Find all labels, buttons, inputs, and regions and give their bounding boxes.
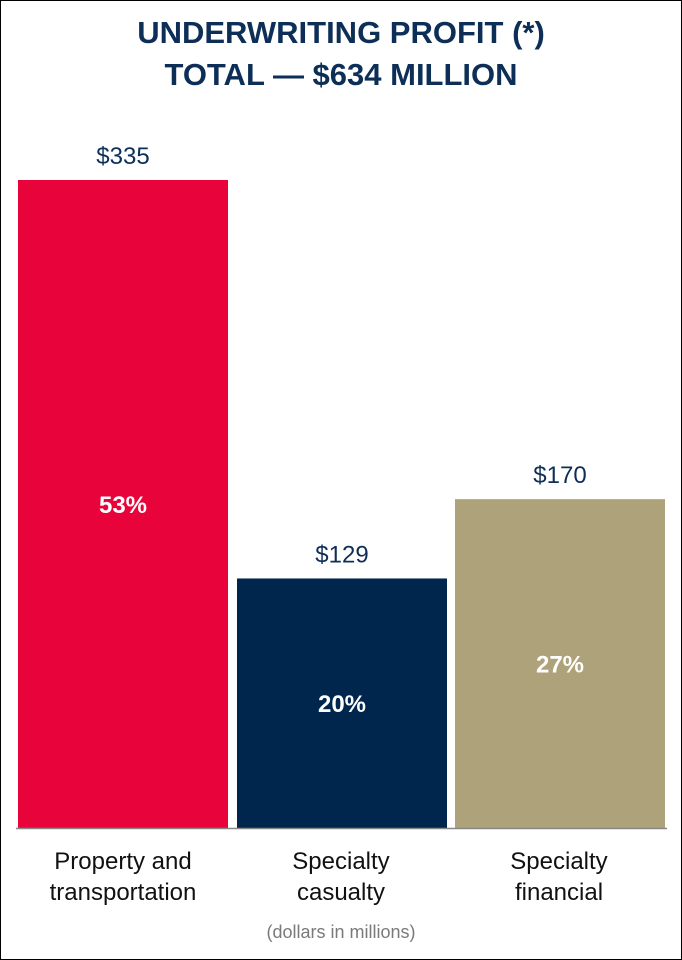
share-label-specialty-casualty: 20% bbox=[318, 691, 366, 718]
value-label-specialty-casualty: $129 bbox=[315, 541, 368, 568]
bar-specialty-financial bbox=[455, 499, 665, 828]
category-label-property-transportation: Property and transportation bbox=[13, 846, 233, 908]
units-note: (dollars in millions) bbox=[266, 922, 416, 942]
bar-specialty-casualty bbox=[237, 578, 447, 828]
category-label-line: Property and bbox=[54, 848, 192, 875]
share-label-property-transportation: 53% bbox=[99, 492, 147, 519]
category-label-line: Specialty bbox=[510, 848, 608, 875]
category-label-line: casualty bbox=[296, 879, 386, 906]
category-label-line: Specialty bbox=[292, 848, 390, 875]
value-label-property-transportation: $335 bbox=[96, 143, 149, 170]
value-label-specialty-financial: $170 bbox=[533, 462, 586, 489]
category-label-specialty-financial: Specialty financial bbox=[449, 846, 669, 908]
category-label-line: financial bbox=[514, 879, 604, 906]
chart-title: UNDERWRITING PROFIT (*) bbox=[137, 15, 545, 50]
category-label-line: transportation bbox=[49, 879, 197, 906]
bar-property-transportation bbox=[18, 180, 228, 828]
category-label-specialty-casualty: Specialty casualty bbox=[231, 846, 451, 908]
share-label-specialty-financial: 27% bbox=[536, 652, 584, 679]
chart-subtitle: TOTAL — $634 MILLION bbox=[164, 57, 518, 92]
